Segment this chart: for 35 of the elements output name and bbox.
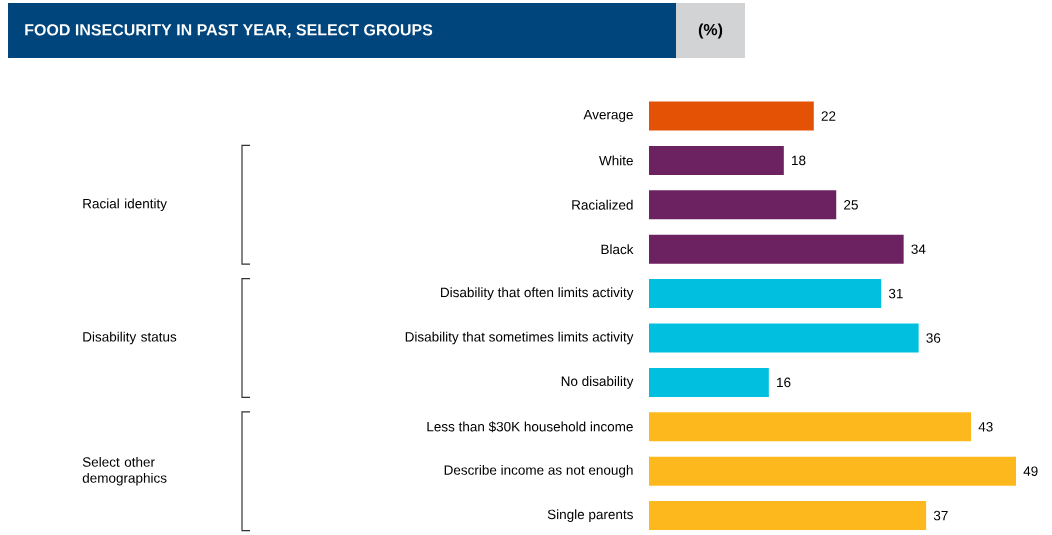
chart-subtitle: (%) bbox=[698, 23, 723, 39]
bar bbox=[649, 145, 784, 175]
bar bbox=[649, 412, 972, 442]
y-tick-label: Less than $30K household income bbox=[427, 421, 633, 433]
bar bbox=[649, 323, 919, 353]
y-tick-label: No disability bbox=[561, 376, 634, 389]
data-label: 16 bbox=[777, 377, 791, 388]
data-label: 43 bbox=[978, 422, 993, 432]
bar bbox=[649, 456, 1016, 486]
data-label: 25 bbox=[844, 200, 858, 210]
bar bbox=[649, 279, 882, 309]
data-label: 22 bbox=[821, 111, 836, 121]
data-label: 36 bbox=[926, 333, 941, 343]
bar bbox=[649, 190, 837, 220]
y-tick-label: Single parents bbox=[547, 509, 633, 522]
text: Disability status bbox=[83, 331, 177, 345]
text: Select other demographics bbox=[82, 456, 167, 486]
y-tick-label: Disability that often limits activity bbox=[441, 287, 634, 300]
bar bbox=[649, 101, 814, 131]
y-tick-label: Disability that sometimes limits activity bbox=[405, 331, 634, 345]
data-label: 31 bbox=[888, 288, 903, 299]
data-label: 18 bbox=[792, 155, 806, 166]
y-tick-label: Describe income as not enough bbox=[444, 464, 633, 478]
data-label: 37 bbox=[933, 510, 948, 521]
data-label: 34 bbox=[911, 244, 926, 254]
y-tick-label: Racialized bbox=[572, 199, 633, 210]
bar bbox=[649, 234, 904, 264]
y-tick-label: Black bbox=[601, 244, 634, 255]
data-label: 49 bbox=[1023, 466, 1038, 476]
y-tick-label: Average bbox=[583, 109, 633, 123]
text: FOOD INSECURITY IN PAST YEAR, SELECT GROUPS bbox=[25, 24, 433, 38]
bar bbox=[649, 367, 769, 397]
y-tick-label: White bbox=[599, 155, 633, 166]
bar bbox=[649, 501, 927, 531]
text: Racial identity bbox=[83, 198, 167, 212]
